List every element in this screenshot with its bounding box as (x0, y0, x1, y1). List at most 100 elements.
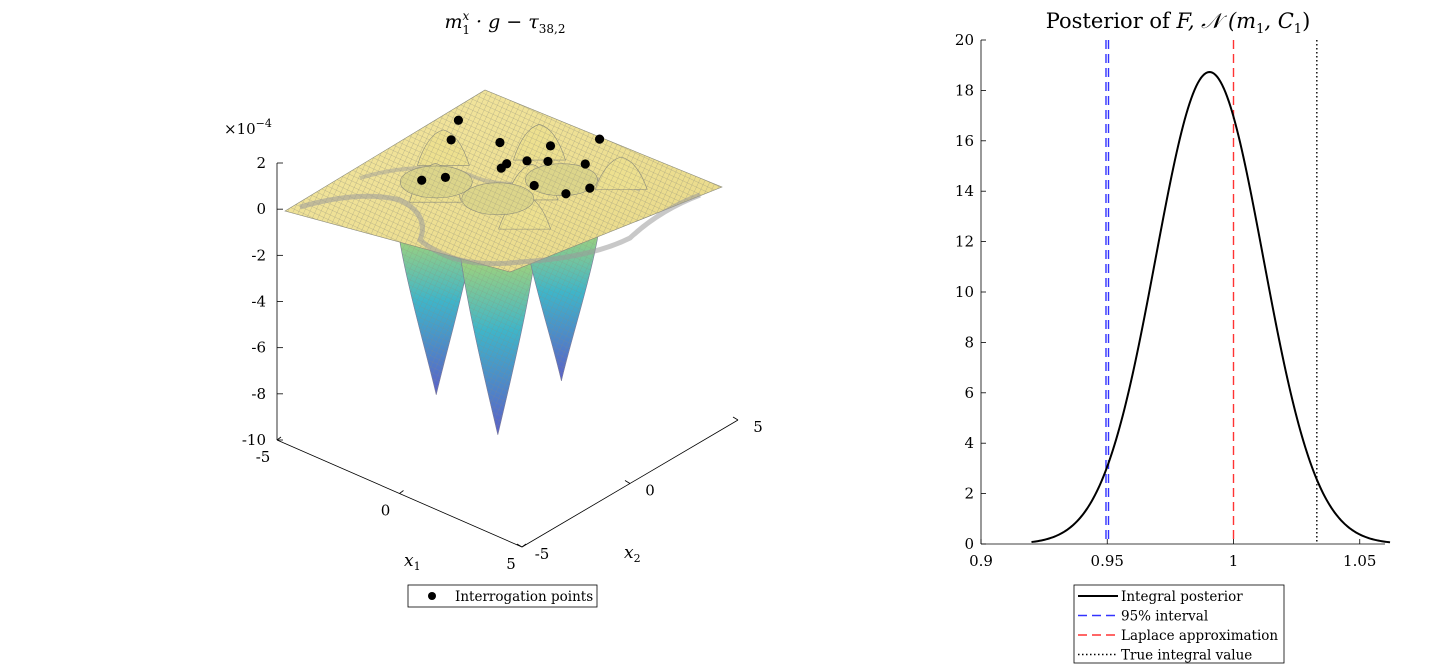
z-exponent-base: ×10 (224, 120, 256, 138)
surface-bump-mesh (595, 156, 648, 190)
x-tick-label: 1 (1229, 552, 1239, 570)
x2-axis-label: x2 (624, 543, 641, 565)
x1-label-var: x (404, 551, 414, 571)
x2-ticks: -5 0 5 (516, 416, 763, 563)
title-sub2: 38,2 (539, 22, 566, 36)
interrogation-point (495, 137, 505, 148)
well-rim-mesh (400, 165, 473, 198)
z-tick-label: 0 (256, 200, 266, 218)
posterior-title: Posterior of F, 𝒩 (m1, C1) (1046, 9, 1311, 37)
surface-bump-mesh (417, 129, 470, 166)
x1-tick-mark (399, 490, 404, 494)
surface-mesh (285, 90, 722, 272)
interrogation-point (502, 159, 512, 169)
x2-tick-label: -5 (535, 545, 550, 563)
interrogation-point (440, 172, 451, 182)
x1-ticks: -5 0 5 (256, 436, 527, 573)
legend-label-laplace-approximation: Laplace approximation (1121, 628, 1278, 644)
y-tick-label: 6 (964, 384, 974, 402)
interrogation-point (446, 135, 456, 145)
interrogation-point (594, 134, 605, 144)
title-sub-2: 1 (1294, 22, 1302, 37)
posterior-y-ticks: 0 2 4 6 8 10 12 14 16 18 20 (955, 31, 986, 553)
y-tick-label: 18 (955, 81, 974, 99)
y-tick-label: 2 (964, 485, 974, 503)
y-tick-label: 12 (955, 233, 974, 251)
posterior-vlines (1105, 40, 1318, 544)
title-C: , C (1264, 9, 1293, 33)
legend-marker-filled-circle (428, 592, 436, 600)
x2-tick-mark (624, 480, 631, 484)
title-sub-1: 1 (1256, 22, 1264, 37)
surface-bump-mesh (513, 124, 566, 161)
z-exponent-label: ×10−4 (224, 117, 272, 138)
x1-tick-mark (276, 436, 282, 441)
x-tick-label: 0.9 (969, 552, 993, 570)
surface-title: mx 1 · g − τ38,2 (445, 9, 566, 37)
z-exponent-power: −4 (256, 117, 272, 130)
well-rim-mesh (525, 163, 598, 196)
interrogation-point (522, 156, 532, 166)
posterior-curve-group (1031, 71, 1391, 544)
x1-tick-label: 5 (506, 555, 516, 573)
y-tick-label: 0 (964, 535, 974, 553)
y-tick-label: 16 (955, 132, 974, 150)
title-var-m: m (445, 11, 463, 33)
x1-tick-label: -5 (256, 448, 271, 466)
y-tick-label: 20 (955, 31, 974, 49)
surface-bump-mesh (498, 195, 551, 230)
title-close: ) (1302, 9, 1310, 33)
legend-label-true-integral-value: True integral value (1121, 648, 1252, 664)
title-sub: 1 (462, 23, 470, 37)
legend-label-interrogation-points: Interrogation points (455, 589, 593, 605)
posterior-x-ticks: 0.9 0.95 1 1.05 (969, 539, 1376, 570)
interrogation-point (585, 183, 595, 193)
legend-label-integral-posterior: Integral posterior (1121, 589, 1243, 605)
legend-label-95-interval: 95% interval (1121, 609, 1208, 625)
interrogation-point (417, 175, 427, 185)
posterior-legend-items: Integral posterior 95% interval Laplace ap… (1078, 589, 1278, 664)
surface-legend-box (407, 584, 598, 608)
x1-label-sub: 1 (414, 560, 421, 573)
z-tick-label: 2 (256, 154, 266, 172)
y-tick-label: 14 (955, 182, 974, 200)
x2-tick-label: 0 (645, 482, 655, 500)
posterior-curve (1031, 71, 1391, 544)
title-sup: x (463, 9, 470, 23)
well-openings (399, 163, 598, 216)
z-tick-label: -2 (251, 246, 266, 264)
interrogation-point (453, 115, 464, 125)
title-text: Posterior of (1046, 9, 1177, 33)
surface-legend: Interrogation points (407, 584, 598, 608)
x1-axis-label: x1 (404, 551, 421, 573)
y-tick-label: 4 (964, 434, 974, 452)
interrogation-point (529, 180, 539, 191)
z-tick-label: -6 (251, 339, 266, 357)
y-tick-label: 8 (964, 333, 974, 351)
well-rim-mesh (461, 182, 534, 215)
valley-ridge (299, 192, 701, 267)
x-tick-label: 0.95 (1091, 552, 1124, 570)
interrogation-points (417, 115, 605, 199)
x2-tick-mark (732, 416, 739, 421)
y-tick-label: 10 (955, 283, 974, 301)
posterior-legend: Integral posterior 95% interval Laplace ap… (1073, 584, 1285, 664)
z-tick-label: -10 (242, 431, 266, 449)
title-normal-dist: , 𝒩 (m (1188, 9, 1256, 33)
x1-tick-label: 0 (381, 502, 391, 520)
surface-plot: mx 1 · g − τ38,2 ×10−4 20-2-4-6-8-10 -505… (224, 9, 763, 608)
z-ticks: 2 0 -2 -4 -6 -8 -10 (242, 154, 283, 449)
interrogation-point (545, 141, 556, 151)
z-tick-label: -4 (251, 293, 266, 311)
posterior-legend-box (1073, 584, 1285, 664)
posterior-plot: Posterior of F, 𝒩 (m1, C1) 0 2 4 6 8 10 12 14 16… (955, 9, 1391, 664)
x2-label-var: x (624, 543, 634, 563)
x2-tick-mark (516, 543, 523, 548)
interrogation-point (561, 189, 571, 199)
x1-tick-mark (521, 543, 527, 548)
title-mid: · g − τ (470, 11, 539, 33)
x2-tick-label: 5 (753, 418, 763, 436)
z-tick-label: -8 (251, 385, 266, 403)
x2-label-sub: 2 (634, 552, 641, 565)
